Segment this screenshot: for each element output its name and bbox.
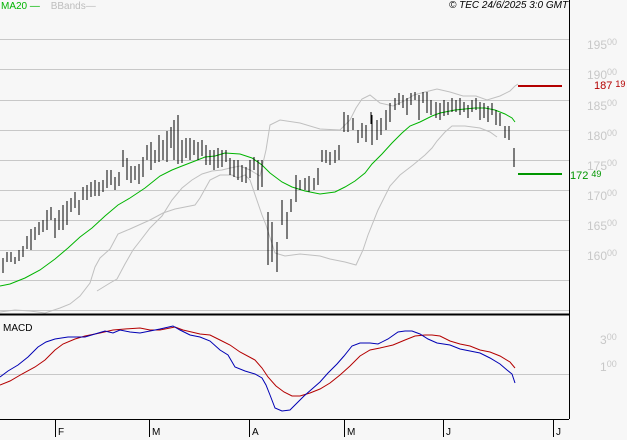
resistance-label: 187 19	[594, 79, 626, 92]
price-bars	[2, 92, 515, 273]
y-label-16000: 16000	[587, 248, 618, 263]
y-label-18000: 18000	[587, 128, 618, 143]
x-axis-ticks	[55, 420, 554, 437]
y-label-17000: 17000	[587, 188, 618, 203]
macd-label-300: 300	[600, 332, 617, 347]
macd-line	[0, 325, 516, 412]
x-label-apr: A	[252, 427, 259, 438]
price-gridlines	[0, 39, 569, 311]
x-label-mar: M	[152, 427, 161, 438]
x-label-jul: J	[556, 427, 561, 438]
y-label-19000: 19000	[587, 67, 618, 82]
support-label: 172 49	[570, 169, 602, 182]
y-label-16500: 16500	[587, 218, 618, 233]
x-label-feb: F	[58, 427, 65, 438]
y-label-17500: 17500	[587, 158, 618, 173]
legend-ma20: MA20 —	[1, 1, 40, 12]
copyright-timestamp: © TEC 24/6/2025 3:0 GMT	[449, 0, 569, 11]
macd-title: MACD	[3, 323, 33, 334]
bollinger-bands	[0, 83, 519, 314]
macd-label-100: 100	[600, 359, 617, 374]
ma20-line	[0, 107, 516, 287]
x-label-may: M	[347, 427, 356, 438]
chart-legend: MA20 — BBands—	[1, 1, 96, 12]
x-label-jun: J	[446, 427, 451, 438]
y-label-19500: 19500	[587, 37, 618, 52]
legend-bbands: BBands—	[50, 1, 96, 12]
y-label-18500: 18500	[587, 98, 618, 113]
